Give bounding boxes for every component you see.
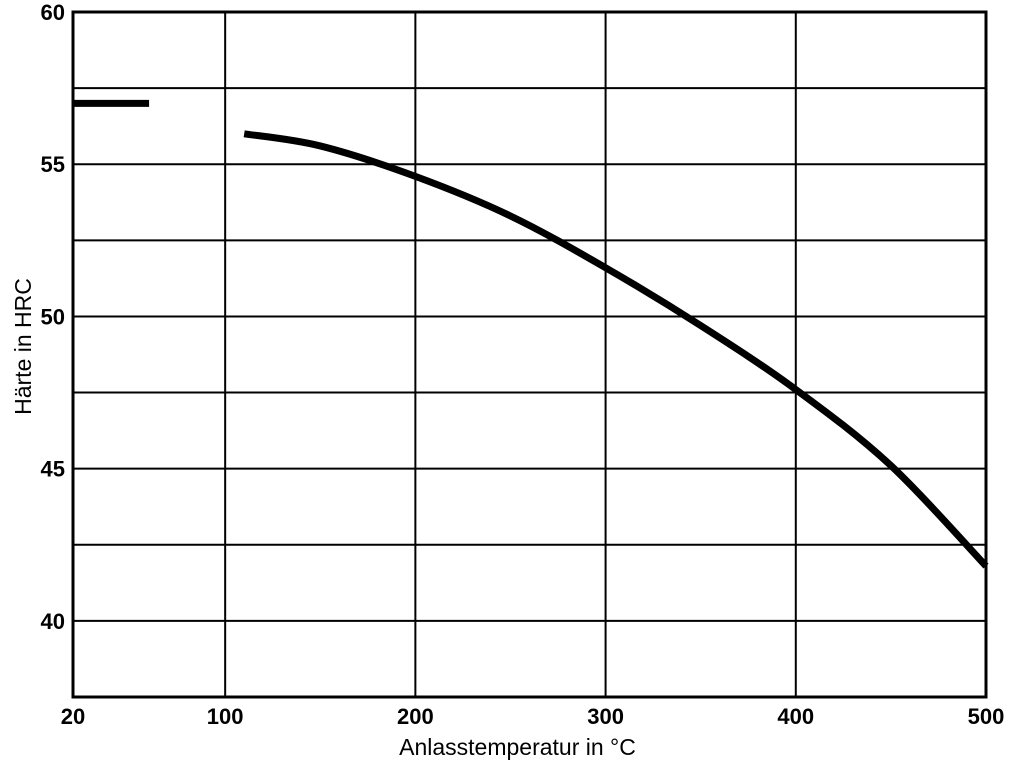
x-tick-label: 500 <box>968 704 1005 729</box>
x-tick-label: 100 <box>207 704 244 729</box>
y-tick-label: 40 <box>41 609 65 634</box>
x-axis-label: Anlasstemperatur in °C <box>399 734 636 760</box>
y-tick-labels: 40 45 50 55 60 <box>41 0 65 634</box>
x-tick-label: 200 <box>397 704 434 729</box>
y-tick-label: 60 <box>41 0 65 25</box>
y-tick-label: 55 <box>41 152 65 177</box>
x-tick-label: 400 <box>777 704 814 729</box>
x-tick-label: 300 <box>587 704 624 729</box>
grid <box>73 12 986 697</box>
series-line-2 <box>243 130 989 569</box>
y-tick-label: 50 <box>41 304 65 329</box>
x-tick-label: 20 <box>61 704 85 729</box>
y-axis-label: Härte in HRC <box>10 278 36 415</box>
y-tick-label: 45 <box>41 457 65 482</box>
x-tick-labels: 20 100 200 300 400 500 <box>61 704 1005 729</box>
series-group <box>72 99 989 569</box>
plot-frame <box>71 10 988 699</box>
